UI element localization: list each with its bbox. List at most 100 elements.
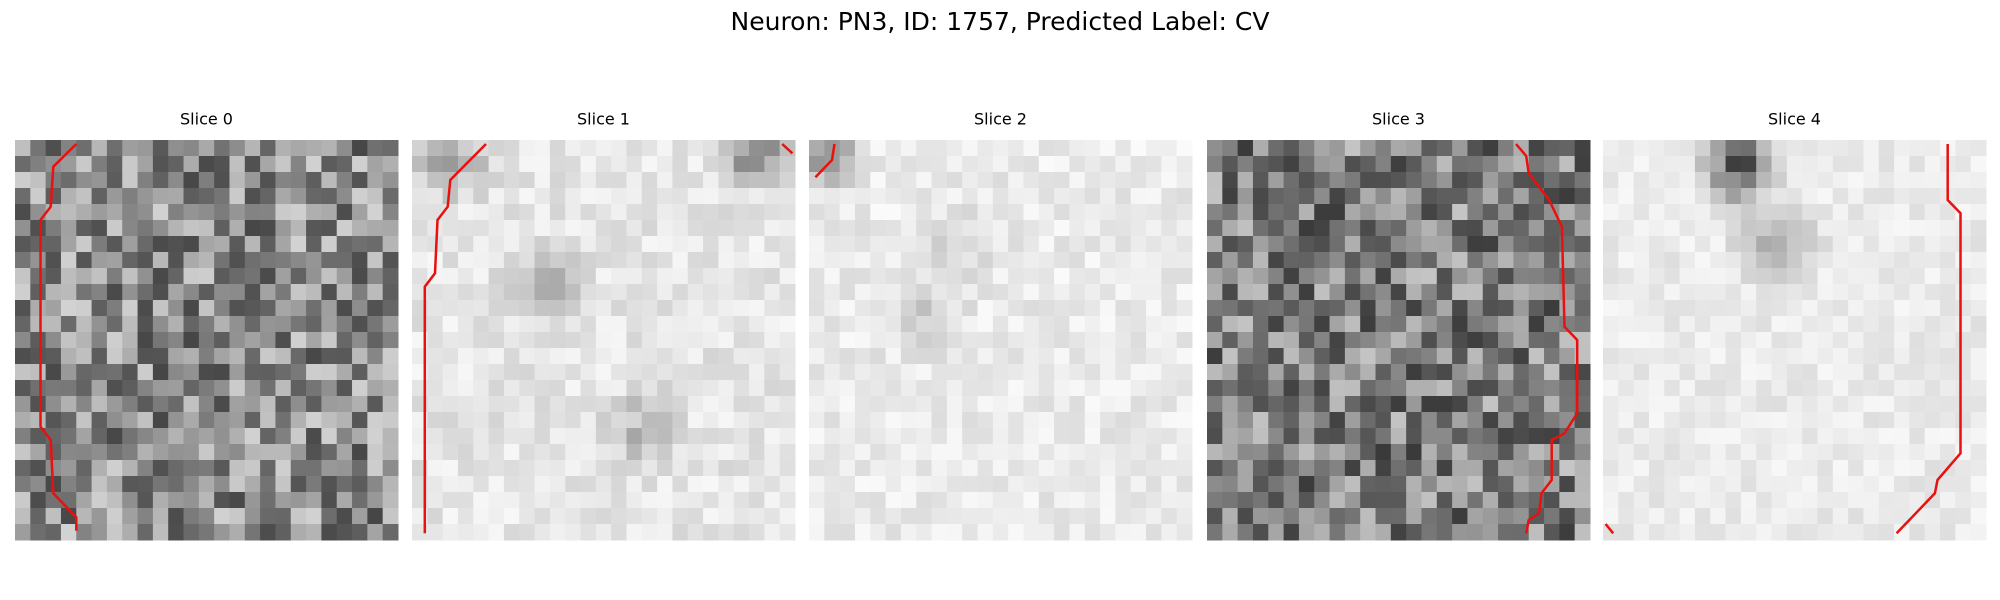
pixel (1069, 252, 1086, 269)
pixel (1786, 284, 1803, 301)
pixel (1023, 220, 1040, 237)
pixel (91, 172, 108, 189)
pixel (1633, 300, 1650, 317)
pixel (854, 156, 871, 173)
pixel (1740, 508, 1757, 525)
pixel (1603, 508, 1619, 525)
pixel (198, 428, 215, 445)
pixel (1924, 460, 1941, 477)
pixel (1940, 396, 1956, 413)
pixel (1848, 316, 1864, 333)
pixel (992, 156, 1009, 173)
pixel (1207, 268, 1223, 285)
pixel (931, 236, 948, 253)
pixel (91, 300, 108, 317)
pixel (1771, 332, 1788, 349)
pixel (1909, 380, 1926, 397)
pixel (1924, 252, 1941, 269)
pixel (1314, 188, 1331, 205)
pixel (1252, 508, 1269, 525)
pixel (1452, 252, 1468, 269)
pixel (1314, 268, 1331, 285)
pixel (1237, 156, 1254, 173)
pixel (839, 188, 856, 205)
pixel (137, 444, 154, 461)
pixel (992, 300, 1009, 317)
pixel (1268, 156, 1285, 173)
pixel (1329, 268, 1346, 285)
pixel (412, 236, 428, 253)
pixel (1222, 492, 1239, 509)
pixel (1344, 156, 1361, 173)
pixel (122, 156, 139, 173)
pixel (565, 380, 582, 397)
pixel (1878, 508, 1895, 525)
pixel (1802, 476, 1818, 493)
pixel (916, 268, 933, 285)
pixel (1084, 524, 1101, 541)
pixel (1970, 508, 1987, 525)
pixel (503, 284, 520, 301)
pixel (703, 204, 719, 221)
pixel (275, 460, 292, 477)
pixel (382, 524, 399, 541)
pixel (946, 316, 963, 333)
pixel (870, 252, 887, 269)
pixel (1115, 428, 1132, 445)
pixel (1863, 268, 1880, 285)
pixel (687, 492, 704, 509)
pixel (1406, 332, 1422, 349)
pixel (885, 204, 902, 221)
pixel (60, 172, 77, 189)
pixel (1421, 364, 1438, 381)
pixel (168, 412, 185, 429)
pixel (1771, 204, 1788, 221)
pixel (1544, 508, 1560, 525)
pixel (503, 348, 520, 365)
pixel (565, 140, 582, 157)
pixel (870, 364, 887, 381)
pixel (580, 348, 597, 365)
pixel (473, 364, 490, 381)
pixel (1603, 172, 1619, 189)
pixel (1679, 412, 1696, 429)
pixel (1084, 396, 1101, 413)
pixel (1633, 204, 1650, 221)
pixel (91, 444, 108, 461)
pixel (749, 332, 765, 349)
pixel (1664, 460, 1681, 477)
pixel (854, 428, 871, 445)
pixel (1832, 460, 1849, 477)
pixel (519, 364, 536, 381)
pixel (1176, 348, 1193, 365)
pixel (1100, 300, 1116, 317)
pixel (30, 172, 47, 189)
pixel (1390, 444, 1407, 461)
pixel (1421, 316, 1438, 333)
pixel (1603, 236, 1619, 253)
pixel (1802, 300, 1818, 317)
pixel (580, 492, 597, 509)
pixel (1544, 396, 1560, 413)
pixel (1176, 268, 1193, 285)
pixel (1436, 524, 1453, 541)
pixel (1756, 220, 1773, 237)
pixel (412, 188, 428, 205)
pixel (1679, 508, 1696, 525)
pixel (1802, 460, 1818, 477)
pixel (275, 444, 292, 461)
pixel (885, 188, 902, 205)
pixel (183, 348, 200, 365)
pixel (1069, 492, 1086, 509)
pixel (1421, 252, 1438, 269)
pixel (1375, 316, 1392, 333)
pixel (565, 348, 582, 365)
pixel (687, 348, 704, 365)
pixel (1909, 348, 1926, 365)
pixel (687, 476, 704, 493)
pixel (306, 300, 322, 317)
pixel (1268, 268, 1285, 285)
pixel (687, 284, 704, 301)
pixel (1100, 268, 1116, 285)
pixel (1832, 284, 1849, 301)
